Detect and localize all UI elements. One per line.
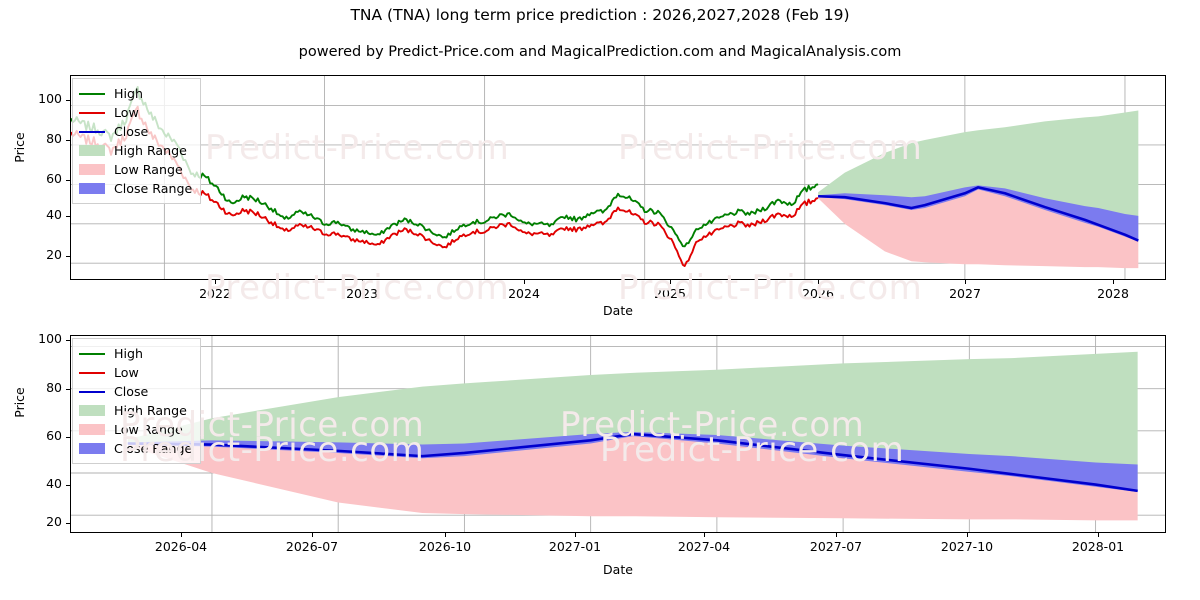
legend-item-high: High [79,344,192,363]
y-tick-mark [66,100,70,101]
bottom-chart-svg [71,336,1165,532]
x-tick-mark [818,280,819,284]
x-tick-mark [215,280,216,284]
x-tick-label: 2026-10 [418,539,472,554]
x-tick-mark [1113,280,1114,284]
page-subtitle: powered by Predict-Price.com and Magical… [298,44,902,60]
legend-item-close: Close [79,382,192,401]
x-tick-mark [704,533,705,537]
x-tick-mark [965,280,966,284]
y-tick-mark [66,340,70,341]
x-tick-label: 2027-04 [677,539,731,554]
legend-swatch-icon [79,106,105,119]
page-title: TNA (TNA) long term price prediction : 2… [350,6,850,24]
y-tick-mark [66,485,70,486]
x-tick-mark [445,533,446,537]
top-chart-svg [71,76,1165,279]
legend-label: Close Range [114,181,193,196]
x-tick-label: 2028 [1097,286,1129,301]
legend-swatch-icon [79,87,105,100]
top-chart-plot-area [70,75,1166,280]
bottom-chart-plot-area [70,335,1166,533]
legend-swatch-icon [79,347,105,360]
y-tick-mark [66,140,70,141]
x-tick-mark [575,533,576,537]
x-tick-label: 2023 [346,286,378,301]
x-tick-label: 2022 [199,286,231,301]
y-tick-label: 80 [46,131,62,146]
legend-swatch-icon [79,385,105,398]
legend-label: Low [114,365,139,380]
x-tick-label: 2027-07 [809,539,863,554]
legend-label: Low Range [114,162,183,177]
y-tick-label: 20 [46,247,62,262]
legend-item-high-range: High Range [79,401,192,420]
y-tick-mark [66,437,70,438]
legend-item-low-range: Low Range [79,160,192,179]
legend-swatch-icon [79,182,105,195]
legend-item-high-range: High Range [79,141,192,160]
y-tick-mark [66,389,70,390]
x-tick-mark [524,280,525,284]
y-tick-mark [66,216,70,217]
x-tick-mark [312,533,313,537]
legend-label: Low [114,105,139,120]
legend-label: Close [114,384,149,399]
bottom-chart-x-axis-label: Date [603,562,633,577]
x-tick-mark [670,280,671,284]
legend-item-low: Low [79,103,192,122]
x-tick-mark [181,533,182,537]
x-tick-label: 2024 [508,286,540,301]
x-tick-mark [1098,533,1099,537]
y-tick-label: 20 [46,514,62,529]
x-tick-label: 2027-10 [940,539,994,554]
top-chart-x-axis-label: Date [603,303,633,318]
legend-item-high: High [79,84,192,103]
x-tick-mark [362,280,363,284]
x-tick-label: 2027-01 [548,539,602,554]
legend-label: Close [114,124,149,139]
legend-label: Low Range [114,422,183,437]
legend-swatch-icon [79,366,105,379]
y-tick-mark [66,180,70,181]
legend-item-low-range: Low Range [79,420,192,439]
y-tick-label: 60 [46,171,62,186]
y-tick-mark [66,256,70,257]
y-tick-mark [66,523,70,524]
x-tick-label: 2026-07 [285,539,339,554]
x-tick-label: 2028-01 [1071,539,1125,554]
legend-label: High [114,346,143,361]
x-tick-label: 2025 [654,286,686,301]
legend-swatch-icon [79,163,105,176]
legend-label: High Range [114,143,187,158]
y-tick-label: 40 [46,207,62,222]
top-chart-legend: High Low Close High Range Low Range Close Ran… [72,78,202,204]
legend-swatch-icon [79,125,105,138]
legend-label: Close Range [114,441,193,456]
legend-swatch-icon [79,404,105,417]
legend-label: High Range [114,403,187,418]
legend-item-close: Close [79,122,192,141]
y-tick-label: 100 [38,331,62,346]
x-tick-label: 2026 [802,286,834,301]
y-tick-label: 60 [46,428,62,443]
legend-swatch-icon [79,423,105,436]
x-tick-mark [967,533,968,537]
legend-item-close-range: Close Range [79,179,192,198]
legend-item-low: Low [79,363,192,382]
x-tick-label: 2026-04 [154,539,208,554]
x-tick-mark [836,533,837,537]
legend-label: High [114,86,143,101]
legend-item-close-range: Close Range [79,439,192,458]
legend-swatch-icon [79,442,105,455]
x-tick-label: 2027 [949,286,981,301]
y-tick-label: 40 [46,476,62,491]
legend-swatch-icon [79,144,105,157]
y-tick-label: 100 [38,91,62,106]
bottom-chart-legend: High Low Close High Range Low Range Close Ran… [72,338,202,464]
y-tick-label: 80 [46,380,62,395]
